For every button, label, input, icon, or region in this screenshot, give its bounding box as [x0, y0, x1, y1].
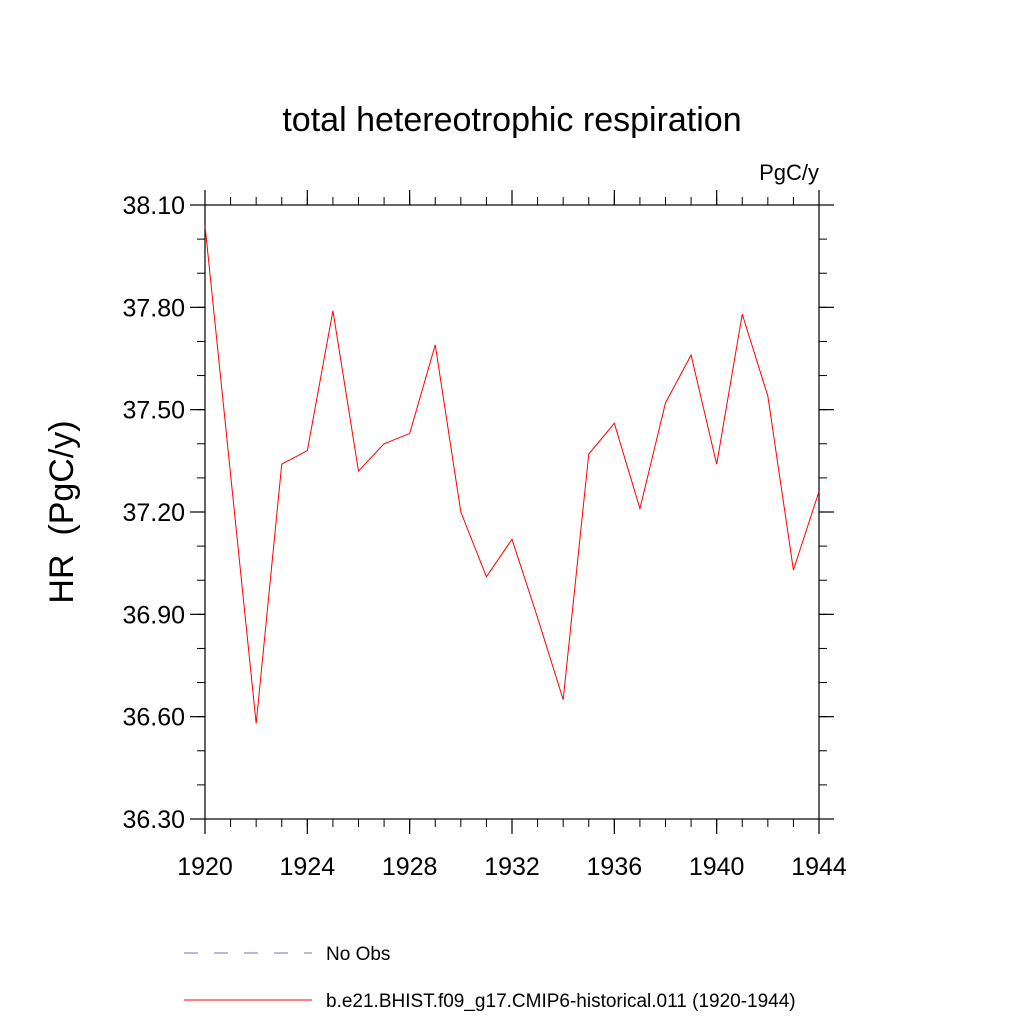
x-tick-labels: 1920 1924 1928 1932 1936 1940 1944 [177, 853, 847, 881]
legend-label-no-obs: No Obs [326, 944, 390, 965]
y-tick-label: 36.90 [122, 601, 185, 629]
x-tick-label: 1920 [177, 853, 233, 881]
y-tick-label: 38.10 [122, 192, 185, 220]
y-axis-label: HR (PgC/y) [43, 420, 81, 603]
minor-ticks [197, 197, 827, 827]
x-tick-label: 1932 [484, 853, 540, 881]
y-tick-label: 37.20 [122, 499, 185, 527]
chart-title: total hetereotrophic respiration [282, 101, 741, 139]
plot-frame [204, 204, 820, 820]
x-tick-label: 1936 [587, 853, 643, 881]
y-tick-label: 37.50 [122, 397, 185, 425]
y-tick-label: 37.80 [122, 294, 185, 322]
x-tick-label: 1944 [791, 853, 847, 881]
y-tick-label: 36.30 [122, 806, 185, 834]
units-label: PgC/y [759, 160, 819, 185]
x-tick-label: 1928 [382, 853, 438, 881]
y-tick-label: 36.60 [122, 704, 185, 732]
legend: No Obs b.e21.BHIST.f09_g17.CMIP6-histori… [184, 944, 796, 1012]
legend-label-historical: b.e21.BHIST.f09_g17.CMIP6-historical.011… [326, 991, 796, 1012]
series-group [204, 225, 820, 724]
y-tick-labels: 36.30 36.60 36.90 37.20 37.50 37.80 38.10 [122, 192, 185, 834]
x-tick-label: 1924 [280, 853, 336, 881]
major-ticks [190, 190, 834, 834]
series-line-historical [204, 225, 820, 724]
x-tick-label: 1940 [689, 853, 745, 881]
